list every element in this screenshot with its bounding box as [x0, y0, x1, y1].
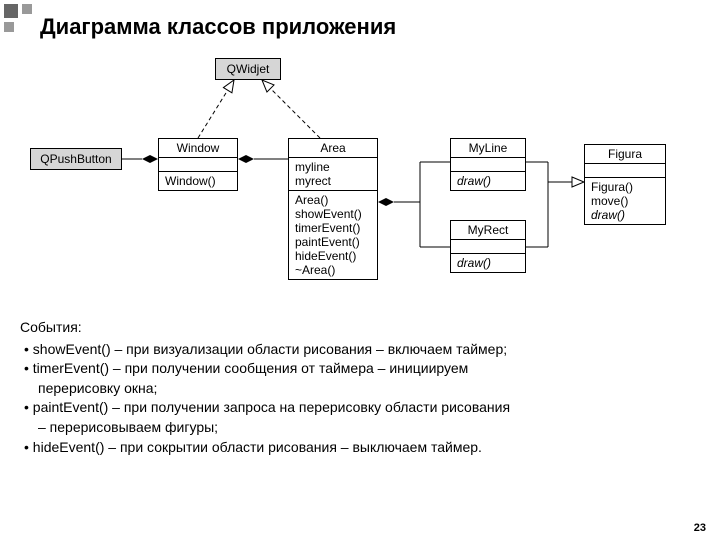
page-number: 23 — [694, 522, 706, 534]
attr: myline — [295, 160, 371, 174]
op: Figura() — [591, 180, 659, 194]
op: ~Area() — [295, 263, 371, 277]
events-heading: События: — [20, 318, 700, 338]
node-myrect: MyRect draw() — [450, 220, 526, 273]
event-line: paintEvent() – при получении запроса на … — [33, 399, 510, 415]
node-window: Window Window() — [158, 138, 238, 191]
class-name: Area — [289, 139, 377, 158]
op: hideEvent() — [295, 249, 371, 263]
op: showEvent() — [295, 207, 371, 221]
event-line: hideEvent() – при сокрытии области рисов… — [33, 439, 482, 455]
op: timerEvent() — [295, 221, 371, 235]
node-label: QWidjet — [227, 62, 270, 76]
class-name: MyRect — [451, 221, 525, 240]
event-line-cont: перерисовку окна; — [38, 379, 700, 399]
event-item: paintEvent() – при получении запроса на … — [24, 398, 700, 418]
class-ops: draw() — [451, 254, 525, 272]
node-figura: Figura Figura() move() draw() — [584, 144, 666, 225]
page-title: Диаграмма классов приложения — [40, 14, 396, 40]
events-section: События: showEvent() – при визуализации … — [20, 318, 700, 457]
event-line: showEvent() – при визуализации области р… — [33, 341, 507, 357]
class-attrs: myline myrect — [289, 158, 377, 191]
class-diagram: QWidjet QPushButton Window Window() Area… — [0, 52, 720, 310]
op: draw() — [457, 174, 519, 188]
class-name: Figura — [585, 145, 665, 164]
class-ops: draw() — [451, 172, 525, 190]
attr: myrect — [295, 174, 371, 188]
op: Window() — [165, 174, 231, 188]
event-item: hideEvent() – при сокрытии области рисов… — [24, 438, 700, 458]
node-area: Area myline myrect Area() showEvent() ti… — [288, 138, 378, 280]
class-attrs — [159, 158, 237, 172]
class-ops: Window() — [159, 172, 237, 190]
event-line: timerEvent() – при получении сообщения о… — [33, 360, 468, 376]
node-qwidget: QWidjet — [215, 58, 281, 80]
op: Area() — [295, 193, 371, 207]
node-myline: MyLine draw() — [450, 138, 526, 191]
op: paintEvent() — [295, 235, 371, 249]
corner-decoration — [0, 0, 40, 40]
op: draw() — [591, 208, 659, 222]
class-attrs — [585, 164, 665, 178]
op: move() — [591, 194, 659, 208]
class-attrs — [451, 158, 525, 172]
event-item: showEvent() – при визуализации области р… — [24, 340, 700, 360]
event-line-cont: – перерисовываем фигуры; — [38, 418, 700, 438]
class-name: MyLine — [451, 139, 525, 158]
class-attrs — [451, 240, 525, 254]
op: draw() — [457, 256, 519, 270]
class-ops: Figura() move() draw() — [585, 178, 665, 224]
class-name: Window — [159, 139, 237, 158]
node-qpushbutton: QPushButton — [30, 148, 122, 170]
event-item: timerEvent() – при получении сообщения о… — [24, 359, 700, 379]
class-ops: Area() showEvent() timerEvent() paintEve… — [289, 191, 377, 279]
node-label: QPushButton — [40, 152, 111, 166]
